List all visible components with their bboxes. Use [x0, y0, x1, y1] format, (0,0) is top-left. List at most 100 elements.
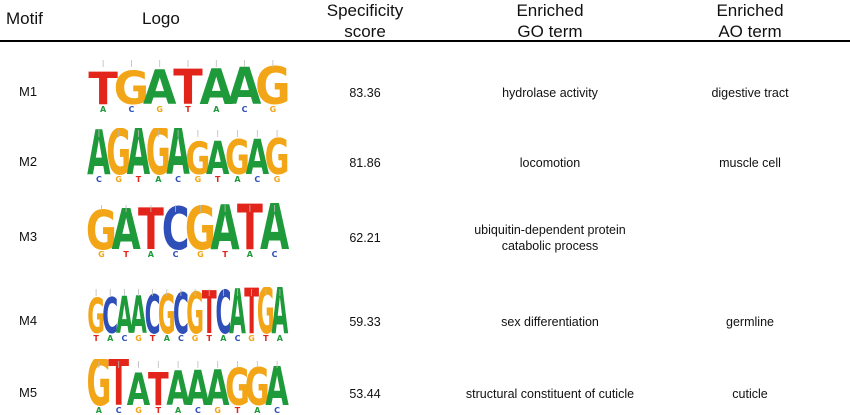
logo-letter-minor: A: [213, 105, 220, 114]
logo-letter-minor: G: [195, 175, 202, 184]
specificity-score: 53.44: [349, 387, 381, 401]
logo-letter-minor: A: [148, 250, 155, 259]
logo-letter: C: [102, 288, 118, 343]
logo-letter: A: [186, 362, 209, 415]
logo-letter-minor: G: [274, 175, 281, 184]
logo-letter-minor: A: [175, 406, 182, 415]
logo-letter: A: [206, 133, 230, 184]
enriched-go-term: hydrolase activity: [440, 85, 660, 101]
logo-letter: A: [272, 287, 289, 343]
logo-letter: C: [215, 287, 231, 343]
logo-letter: T: [108, 359, 129, 415]
logo-letter: A: [127, 128, 151, 184]
logo-letter-minor: C: [173, 250, 179, 259]
logo-letter: A: [246, 131, 269, 184]
logo-letter-minor: C: [242, 105, 248, 114]
logo-letter-minor: A: [234, 175, 241, 184]
logo-letter-minor: T: [222, 250, 228, 259]
logo-letter: G: [255, 58, 291, 114]
enriched-ao-term: germline: [726, 315, 774, 329]
logo-letter-minor: C: [274, 406, 280, 415]
logo-letter-minor: T: [156, 406, 162, 415]
logo-letter: G: [186, 287, 204, 343]
logo-letter: A: [116, 287, 133, 343]
specificity-score: 83.36: [349, 86, 381, 100]
logo-letter-minor: C: [235, 334, 241, 343]
motif-id: M1: [19, 84, 38, 99]
logo-letter: C: [173, 287, 189, 343]
logo-letter: G: [146, 128, 171, 184]
logo-letter: G: [265, 128, 290, 184]
logo-letter: T: [88, 64, 118, 114]
logo-letter-minor: G: [270, 105, 277, 114]
logo-letter: G: [185, 203, 216, 259]
go-term-line: structural constituent of cuticle: [465, 387, 635, 401]
logo-letter: G: [245, 359, 270, 415]
logo-letter-minor: A: [164, 334, 171, 343]
logo-letter-minor: C: [96, 175, 102, 184]
logo-letter-minor: C: [175, 175, 181, 184]
enriched-go-term: ubiquitin-dependent protein catabolic pro…: [440, 222, 660, 254]
sequence-logo: GA TC AG TT AA AC AG GT GA AC: [86, 359, 289, 415]
logo-letter-minor: T: [185, 105, 191, 114]
logo-letter-minor: A: [96, 406, 103, 415]
logo-letter: T: [148, 364, 169, 415]
header-logo: Logo: [142, 9, 180, 28]
header-motif: Motif: [6, 9, 43, 28]
logo-letter: G: [225, 359, 250, 415]
motif-id: M2: [19, 154, 38, 169]
specificity-score: 62.21: [349, 231, 381, 245]
motif-id: M5: [19, 385, 38, 400]
logo-letter-minor: G: [248, 334, 255, 343]
logo-letter-minor: G: [156, 105, 163, 114]
logo-letter-minor: G: [197, 250, 204, 259]
sequence-logo: GG AT TA CC GG AT TA AC: [86, 203, 290, 259]
header-rule: [0, 40, 850, 42]
logo-letter-minor: C: [272, 250, 278, 259]
logo-letter-minor: A: [277, 334, 284, 343]
logo-letter-minor: T: [206, 334, 212, 343]
logo-letter-minor: T: [123, 250, 129, 259]
logo-letter: A: [260, 203, 290, 259]
logo-letter: A: [166, 128, 190, 184]
logo-letter-minor: T: [215, 175, 221, 184]
logo-letter: G: [87, 288, 105, 343]
sequence-logo: GT CA AC AG CT GA CC GG TT CA AC TG GT AA: [87, 287, 289, 343]
logo-letter: T: [244, 287, 259, 343]
logo-letter-minor: A: [247, 250, 254, 259]
header-enriched-go-term: Enriched GO term: [516, 1, 584, 41]
logo-letter: A: [228, 58, 262, 114]
header-enriched-ao-term: Enriched AO term: [716, 1, 784, 41]
logo-letter: T: [138, 203, 164, 259]
header-specificity-score: Specificity score: [326, 1, 404, 41]
enriched-ao-term: cuticle: [732, 387, 768, 401]
logo-letter: C: [145, 287, 161, 343]
logo-letter: A: [229, 287, 246, 343]
logo-letter: C: [162, 203, 190, 259]
enriched-go-term: sex differentiation: [440, 314, 660, 330]
logo-letter-minor: T: [136, 175, 142, 184]
logo-letter-minor: C: [128, 105, 134, 114]
logo-letter: A: [87, 128, 111, 184]
logo-letter-minor: A: [100, 105, 107, 114]
go-term-line: sex differentiation: [501, 315, 599, 329]
go-term-line: hydrolase activity: [502, 86, 598, 100]
logo-letter: T: [173, 60, 202, 114]
logo-letter-minor: A: [155, 175, 162, 184]
logo-letter-minor: C: [254, 175, 260, 184]
logo-letter-minor: T: [150, 334, 156, 343]
logo-letter-minor: C: [178, 334, 184, 343]
logo-letter-minor: G: [214, 406, 221, 415]
logo-letter-minor: G: [135, 334, 142, 343]
logo-letter: A: [143, 60, 177, 114]
logo-letter-minor: C: [121, 334, 127, 343]
logo-letter: A: [265, 359, 289, 415]
enriched-ao-term: digestive tract: [711, 86, 789, 100]
logo-letter-minor: G: [98, 250, 105, 259]
logo-letter-minor: A: [254, 406, 261, 415]
logo-letter: A: [206, 359, 230, 415]
logo-letter: A: [200, 58, 234, 114]
logo-letter-minor: C: [195, 406, 201, 415]
logo-letter: G: [185, 133, 210, 184]
sequence-logo: TA GC AG TT AA AC GG: [88, 58, 291, 114]
